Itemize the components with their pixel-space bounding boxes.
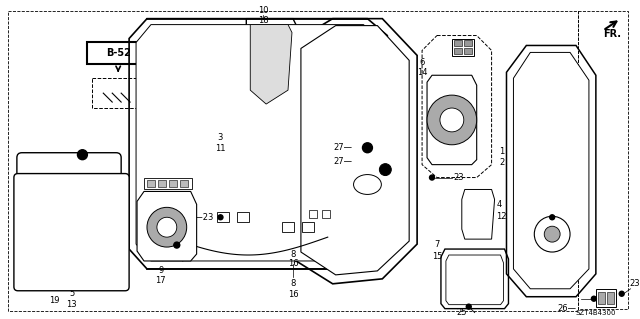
Circle shape — [218, 215, 223, 220]
Circle shape — [550, 215, 555, 220]
Text: 24: 24 — [305, 58, 315, 67]
Circle shape — [77, 150, 88, 160]
Circle shape — [362, 143, 372, 153]
Circle shape — [440, 108, 464, 132]
Bar — [464, 48, 472, 55]
Text: 21: 21 — [160, 255, 171, 263]
Text: 27—: 27— — [333, 143, 353, 152]
Bar — [452, 39, 474, 56]
Text: 25: 25 — [456, 308, 467, 317]
Polygon shape — [250, 25, 292, 104]
Text: 14: 14 — [417, 68, 428, 77]
Bar — [598, 292, 605, 304]
Bar — [158, 180, 166, 188]
Circle shape — [427, 95, 477, 145]
Text: FR.: FR. — [603, 29, 621, 39]
Polygon shape — [137, 191, 196, 261]
Text: 6: 6 — [419, 58, 425, 67]
Text: 20: 20 — [568, 213, 579, 222]
Text: đ—23: đ—23 — [189, 213, 214, 222]
Text: 2: 2 — [499, 158, 504, 167]
Bar — [454, 41, 462, 47]
Polygon shape — [513, 52, 589, 289]
Ellipse shape — [353, 174, 381, 195]
Text: 17: 17 — [156, 276, 166, 285]
Circle shape — [467, 304, 471, 309]
Bar — [578, 11, 628, 309]
Polygon shape — [427, 75, 477, 165]
Bar — [298, 56, 312, 69]
Text: 16: 16 — [287, 259, 298, 269]
Bar — [92, 78, 144, 108]
Bar — [454, 48, 462, 55]
Circle shape — [534, 216, 570, 252]
Circle shape — [429, 175, 435, 180]
Text: 18: 18 — [258, 16, 269, 25]
Circle shape — [544, 226, 560, 242]
Polygon shape — [462, 189, 495, 239]
Bar — [8, 11, 578, 311]
FancyBboxPatch shape — [14, 174, 129, 291]
Circle shape — [380, 164, 391, 175]
Circle shape — [174, 242, 180, 248]
Bar — [88, 42, 149, 64]
Text: 15: 15 — [432, 253, 442, 262]
Text: 10: 10 — [258, 6, 268, 15]
Text: 5: 5 — [69, 289, 74, 298]
Text: 12: 12 — [497, 212, 507, 221]
Text: 13: 13 — [66, 300, 77, 309]
Bar — [464, 41, 472, 47]
Bar — [607, 292, 614, 304]
Text: 23: 23 — [454, 173, 465, 182]
Text: 26—: 26— — [557, 304, 576, 313]
Bar — [302, 222, 314, 232]
Bar — [282, 222, 294, 232]
Circle shape — [157, 217, 177, 237]
FancyBboxPatch shape — [17, 153, 121, 224]
Polygon shape — [446, 255, 504, 305]
Text: 23: 23 — [630, 279, 640, 288]
Bar — [144, 178, 191, 189]
Text: 1: 1 — [499, 147, 504, 156]
Bar — [180, 180, 188, 188]
Polygon shape — [301, 26, 409, 275]
Text: 27—: 27— — [333, 157, 353, 166]
Text: 16: 16 — [287, 290, 298, 299]
Text: 19: 19 — [49, 296, 60, 305]
Bar — [169, 180, 177, 188]
Circle shape — [591, 296, 596, 301]
Bar — [596, 289, 616, 307]
Text: 3: 3 — [218, 133, 223, 142]
Bar — [309, 210, 317, 218]
Text: 19: 19 — [49, 242, 60, 252]
Bar — [237, 212, 249, 222]
Bar — [322, 210, 330, 218]
Text: SZT4B4300: SZT4B4300 — [575, 310, 616, 315]
Text: 8: 8 — [291, 249, 296, 258]
Text: 11: 11 — [215, 144, 226, 153]
Text: B-52: B-52 — [106, 48, 131, 58]
Text: 9: 9 — [158, 266, 163, 275]
Text: 8: 8 — [291, 279, 296, 288]
Circle shape — [147, 207, 187, 247]
Polygon shape — [136, 25, 380, 261]
Bar — [218, 212, 229, 222]
Text: 7: 7 — [435, 240, 440, 249]
Bar — [147, 180, 155, 188]
Circle shape — [620, 291, 624, 296]
Text: 4: 4 — [497, 200, 502, 209]
